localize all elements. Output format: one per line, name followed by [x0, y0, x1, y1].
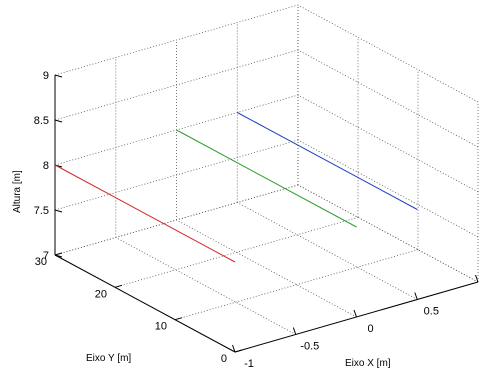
grid-floor-y	[114, 216, 359, 288]
x-tick-label: -0.5	[300, 341, 319, 353]
series-line-2	[176, 129, 357, 228]
y-tick-mark	[234, 349, 243, 353]
series-line-1	[54, 164, 236, 263]
x-tick-label: 0.5	[424, 306, 439, 318]
grid-floor-y	[174, 249, 419, 321]
grid-wall-xz-horizontal	[54, 184, 299, 256]
axes-box	[54, 74, 479, 353]
grid-floor-x	[176, 219, 357, 318]
y-tick-label: 20	[95, 288, 107, 300]
grid-wall-yz-horizontal	[297, 94, 479, 193]
y-tick-label: 10	[155, 321, 167, 333]
z-tick-label: 9	[43, 70, 49, 82]
z-tick-mark	[54, 209, 63, 213]
z-tick-label: 8.5	[34, 115, 49, 127]
z-tick-mark	[54, 119, 63, 123]
x-tick-mark	[414, 292, 418, 300]
z-tick-label: 8	[43, 160, 49, 172]
y-tick-label: 0	[221, 353, 227, 365]
grid-floor-x	[237, 202, 418, 300]
grid-wall-xz-horizontal	[54, 139, 299, 211]
grid-floor-x	[115, 237, 296, 335]
series-line-3	[237, 112, 418, 210]
x-tick-mark	[232, 344, 236, 353]
y-tick-mark	[114, 284, 123, 288]
grid-wall-xz-horizontal	[54, 49, 299, 121]
y-tick-mark	[54, 252, 63, 256]
z-tick-label: 7	[43, 250, 49, 262]
series-lines	[54, 112, 418, 263]
y-tick-mark	[174, 317, 183, 321]
x-tick-mark	[475, 274, 479, 283]
z-axis-label: Altura [m]	[12, 170, 23, 213]
grid-wall-xz-horizontal	[54, 4, 299, 76]
grid-wall-yz-horizontal	[297, 184, 479, 283]
y-axis-label: Eixo Y [m]	[86, 353, 131, 364]
x-tick-label: -1	[244, 358, 254, 370]
grid-wall-yz-horizontal	[297, 139, 479, 238]
x-axis-label: Eixo X [m]	[345, 358, 391, 369]
tick-labels: -1-0.500.51010203077.588.59	[34, 70, 439, 370]
x-tick-mark	[353, 309, 357, 318]
grid-wall-yz-horizontal	[297, 4, 479, 103]
x-tick-label: 0	[367, 323, 373, 335]
y-axis-line	[54, 254, 236, 353]
z-tick-mark	[54, 254, 63, 258]
grid-wall-yz-horizontal	[297, 49, 479, 148]
z-tick-mark	[54, 74, 63, 78]
z-tick-label: 7.5	[34, 205, 49, 217]
x-tick-mark	[292, 327, 297, 335]
y-tick-label: 30	[35, 256, 47, 268]
